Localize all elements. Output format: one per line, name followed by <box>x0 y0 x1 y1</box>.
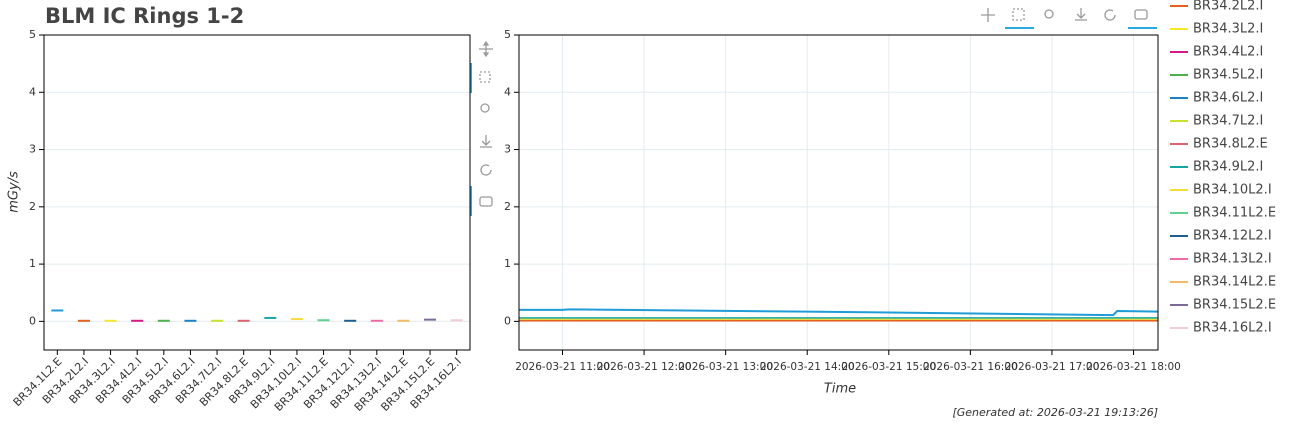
box-zoom-tool[interactable] <box>1012 8 1025 21</box>
x-tick-label: 2026-03-21 13:00 <box>678 361 773 373</box>
x-tick-label: 2026-03-21 17:00 <box>1005 361 1100 373</box>
x-tick-label: 2026-03-21 18:00 <box>1086 361 1181 373</box>
y-axis-label: mGy/s <box>7 171 22 213</box>
y-tick-label: 4 <box>504 85 511 98</box>
generated-note: [Generated at: 2026-03-21 19:13:26] <box>952 406 1158 419</box>
legend-label: BR34.12L2.I <box>1193 229 1272 244</box>
hover-tool[interactable] <box>479 196 493 207</box>
y-tick-label: 1 <box>29 257 36 270</box>
legend-label: BR34.3L2.I <box>1193 22 1263 37</box>
y-tick-label: 0 <box>504 314 511 327</box>
legend-label: BR34.15L2.E <box>1193 298 1276 313</box>
legend-label: BR34.8L2.E <box>1193 137 1268 152</box>
box-zoom-tool[interactable] <box>479 71 491 83</box>
legend-label: BR34.13L2.I <box>1193 252 1272 267</box>
y-tick-label: 5 <box>29 28 36 41</box>
legend-label: BR34.16L2.I <box>1193 321 1272 336</box>
legend-label: BR34.4L2.I <box>1193 45 1263 60</box>
legend-label: BR34.2L2.I <box>1193 0 1263 14</box>
plot-frame <box>518 34 1159 351</box>
x-tick-label: 2026-03-21 12:00 <box>597 361 692 373</box>
y-tick-label: 3 <box>504 143 511 156</box>
dashboard-title: BLM IC Rings 1-2 <box>45 4 244 28</box>
plot-frame <box>43 34 471 351</box>
x-tick-label: 2026-03-21 16:00 <box>923 361 1018 373</box>
y-tick-label: 4 <box>29 85 36 98</box>
save-tool[interactable] <box>480 135 492 148</box>
x-tick-label: 2026-03-21 14:00 <box>760 361 855 373</box>
x-tick-label: 2026-03-21 11:00 <box>515 361 610 373</box>
y-tick-label: 1 <box>504 257 511 270</box>
y-tick-label: 2 <box>504 200 511 213</box>
legend-label: BR34.11L2.E <box>1193 206 1276 221</box>
hover-tool[interactable] <box>1134 9 1148 20</box>
legend-label: BR34.10L2.I <box>1193 183 1272 198</box>
series-line <box>519 308 1159 317</box>
y-tick-label: 2 <box>29 200 36 213</box>
y-tick-label: 3 <box>29 143 36 156</box>
x-tick-label: 2026-03-21 15:00 <box>841 361 936 373</box>
wheel-zoom-tool[interactable] <box>480 103 490 113</box>
y-tick-label: 5 <box>504 28 511 41</box>
legend-label: BR34.7L2.I <box>1193 114 1263 129</box>
legend-label: BR34.5L2.I <box>1193 68 1263 83</box>
reset-tool[interactable] <box>1104 9 1116 21</box>
legend-label: BR34.9L2.I <box>1193 160 1263 175</box>
pan-tool[interactable] <box>981 8 995 22</box>
wheel-zoom-tool[interactable] <box>1044 9 1054 19</box>
legend-label: BR34.6L2.I <box>1193 91 1263 106</box>
right-toolbar[interactable] <box>981 8 1157 29</box>
legend-label: BR34.14L2.E <box>1193 275 1276 290</box>
y-tick-label: 0 <box>29 314 36 327</box>
save-tool[interactable] <box>1075 8 1087 21</box>
x-axis-label: Time <box>824 382 856 397</box>
pan-tool[interactable] <box>479 40 493 58</box>
reset-tool[interactable] <box>480 164 492 176</box>
left-toolbar[interactable] <box>470 40 493 216</box>
